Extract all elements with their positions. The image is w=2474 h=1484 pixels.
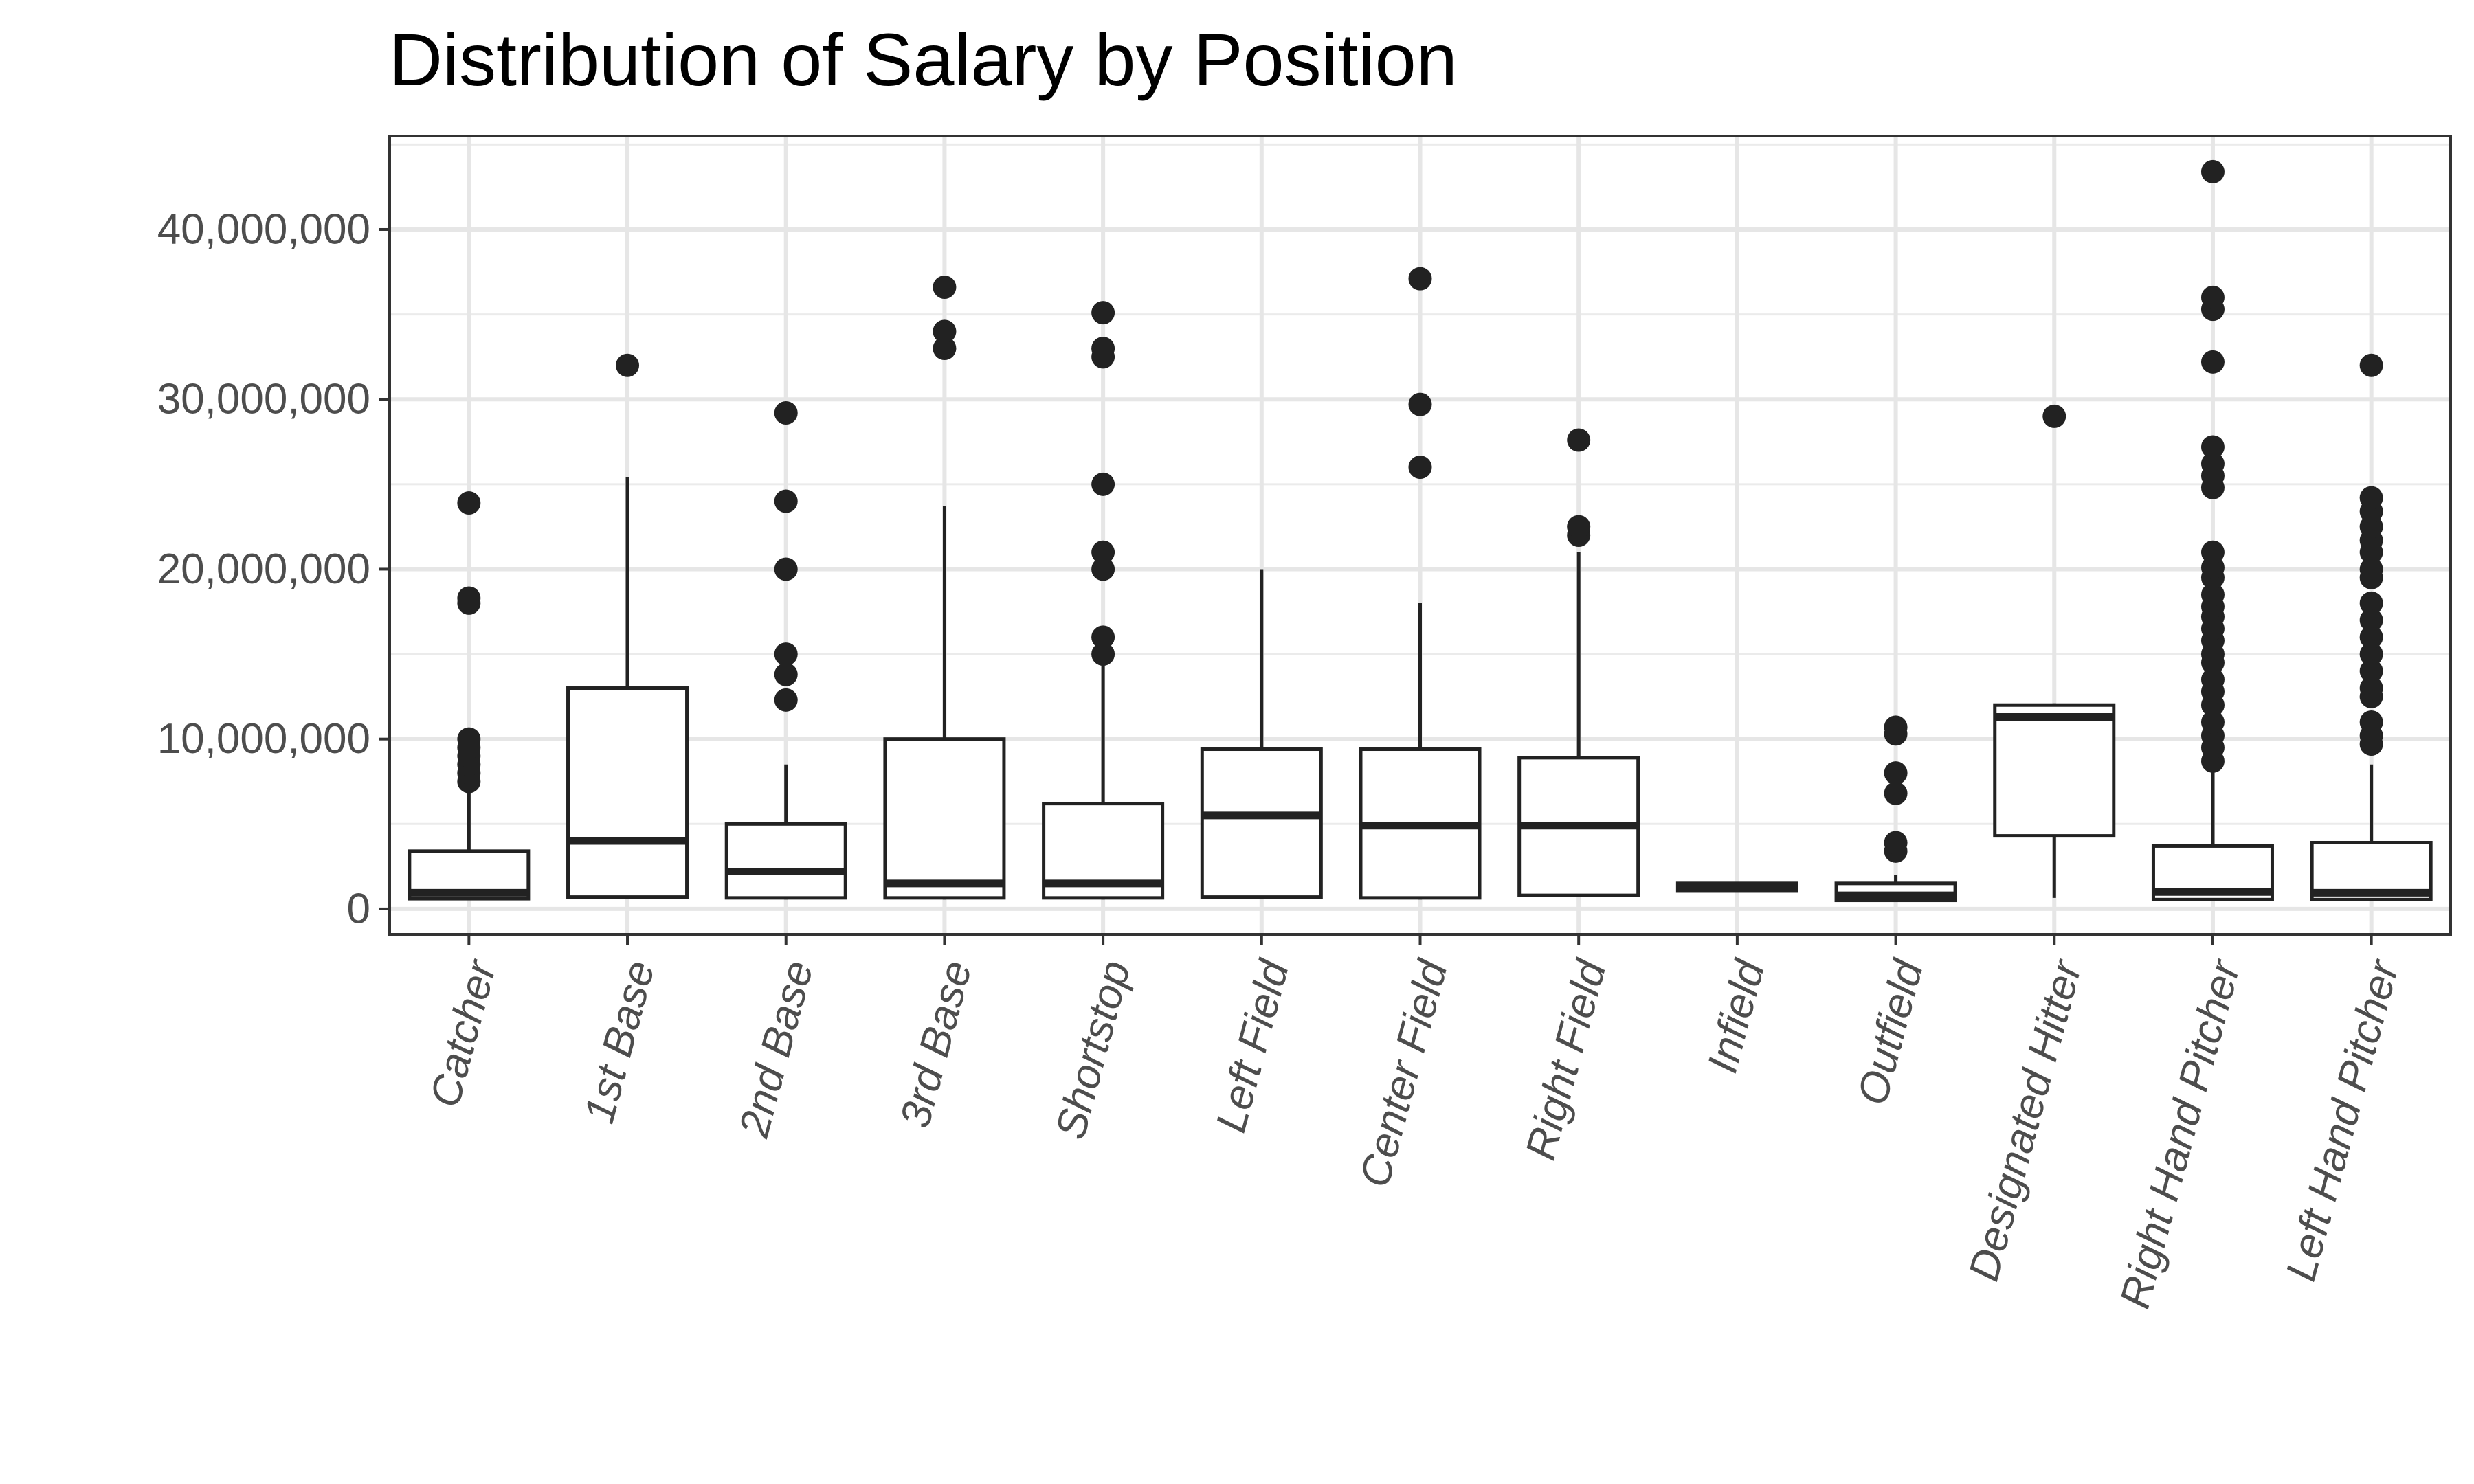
y-tick-label: 40,000,000: [157, 205, 370, 253]
outlier-point: [2200, 710, 2225, 734]
outlier-point: [2200, 435, 2225, 459]
outlier-point: [774, 557, 798, 581]
x-tick-label: Left Field: [1207, 954, 1298, 1138]
outlier-point: [1091, 540, 1115, 564]
x-tick-label: Right Hand Pitcher: [2111, 954, 2250, 1314]
x-tick-label: 3rd Base: [891, 956, 981, 1133]
outlier-point: [1884, 715, 1908, 739]
x-tick-label: Designated Hitter: [1960, 954, 2091, 1286]
x-tick-label: Center Field: [1351, 954, 1458, 1192]
outlier-point: [774, 662, 798, 686]
outlier-point: [774, 401, 798, 425]
x-tick-label: Catcher: [421, 954, 506, 1112]
outlier-point: [457, 727, 481, 751]
outlier-point: [2359, 625, 2383, 649]
outlier-point: [616, 353, 640, 377]
outlier-point: [1567, 515, 1591, 539]
outlier-point: [1884, 781, 1908, 805]
outlier-point: [2200, 540, 2225, 564]
box-iqr: [1200, 747, 1323, 899]
outlier-point: [1091, 472, 1115, 496]
outlier-point: [457, 491, 481, 515]
outlier-point: [933, 337, 957, 361]
outlier-point: [2359, 608, 2383, 632]
outlier-point: [774, 489, 798, 513]
outlier-point: [2200, 350, 2225, 374]
outlier-point: [1091, 642, 1115, 666]
outlier-point: [1091, 557, 1115, 581]
outlier-point: [1091, 337, 1115, 361]
box-iqr: [1993, 703, 2116, 838]
x-tick-label: Left Hand Pitcher: [2277, 954, 2408, 1286]
x-tick-label: 2nd Base: [730, 956, 823, 1143]
outlier-point: [774, 688, 798, 712]
outlier-point: [2359, 642, 2383, 666]
outlier-point: [774, 642, 798, 666]
outlier-point: [2042, 404, 2066, 428]
x-tick-label: Infield: [1699, 954, 1774, 1078]
outlier-point: [2359, 353, 2383, 377]
outlier-point: [1091, 301, 1115, 325]
outlier-point: [1091, 625, 1115, 649]
outlier-point: [2359, 591, 2383, 615]
x-tick-label: 1st Base: [575, 956, 664, 1128]
outlier-point: [2359, 486, 2383, 510]
outlier-point: [2359, 659, 2383, 683]
outlier-point: [1408, 456, 1432, 480]
y-tick-label: 0: [347, 885, 370, 932]
outlier-point: [933, 319, 957, 344]
x-tick-label: Outfield: [1849, 954, 1933, 1110]
outlier-point: [2200, 285, 2225, 309]
outlier-point: [457, 586, 481, 610]
chart-title: Distribution of Salary by Position: [389, 18, 1458, 101]
box-iqr: [724, 822, 847, 900]
box-iqr: [883, 737, 1006, 900]
outlier-point: [1408, 267, 1432, 291]
outlier-point: [2359, 710, 2383, 734]
outlier-point: [1567, 428, 1591, 452]
outlier-point: [2200, 452, 2225, 476]
boxes: [408, 159, 2433, 903]
x-tick-label: Right Field: [1517, 954, 1616, 1165]
y-tick-label: 10,000,000: [157, 715, 370, 763]
outlier-point: [2359, 676, 2383, 700]
outlier-point: [1884, 831, 1908, 855]
y-tick-label: 20,000,000: [157, 546, 370, 593]
outlier-point: [1408, 392, 1432, 416]
outlier-point: [2200, 668, 2225, 692]
outlier-point: [2200, 159, 2225, 183]
outlier-point: [2200, 583, 2225, 607]
y-tick-label: 30,000,000: [157, 376, 370, 423]
outlier-point: [2359, 557, 2383, 581]
outlier-point: [1884, 761, 1908, 785]
x-tick-label: Shortstop: [1047, 956, 1139, 1144]
outlier-point: [933, 276, 957, 300]
box-iqr: [566, 686, 689, 899]
